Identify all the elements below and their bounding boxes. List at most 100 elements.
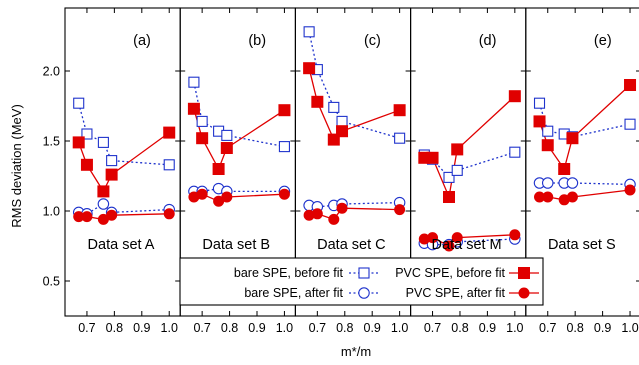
data-point-bare_after [566,177,579,189]
data-point-bare_before [278,141,290,153]
data-point-pvc_before [212,163,225,175]
data-point-pvc_before [72,136,85,149]
data-point-bare_after [97,198,110,210]
data-point-pvc_after [221,191,233,203]
data-point-bare_before [328,101,340,113]
panel-2: 0.7 0.8 0.9 1.0 (b) Data set B [179,7,296,335]
data-point-pvc_before [80,158,93,171]
panel-caption: Data set S [548,237,616,253]
x-tick-label: 1.0 [621,321,638,335]
data-point-pvc_after [542,191,554,203]
data-point-pvc_after [311,208,323,220]
x-tick-label: 0.9 [479,321,496,335]
data-point-pvc_after [196,188,208,200]
y-tick-label: 2.0 [43,65,60,79]
panel-caption: Data set B [202,237,270,253]
data-point-bare_before [394,132,406,144]
x-tick-label: 0.7 [78,321,95,335]
data-point-bare_before [221,129,233,141]
x-tick-label: 0.7 [309,321,326,335]
panel-tag: (d) [479,33,497,49]
x-tick-label: 1.0 [276,321,293,335]
panel-tag: (c) [364,33,381,49]
data-point-pvc_after [443,240,455,252]
legend-label: bare SPE, before fit [234,266,344,280]
panel-tag: (e) [594,33,612,49]
series-line-pvc_before [424,95,516,200]
data-point-pvc_before [451,143,464,156]
data-point-pvc_after [278,188,290,200]
data-point-bare_before [81,128,93,140]
data-point-pvc_before [336,125,349,138]
data-point-pvc_after [106,209,118,221]
panel-tag: (b) [248,33,266,49]
x-tick-label: 1.0 [506,321,523,335]
x-tick-label: 0.8 [566,321,583,335]
legend-label: PVC SPE, after fit [406,286,506,300]
x-tick-label: 0.7 [424,321,441,335]
data-point-bare_before [624,118,636,130]
data-point-pvc_after [394,204,406,216]
data-point-pvc_after [328,213,340,225]
panel-frame [525,7,639,317]
y-axis-label: RMS deviation (MeV) [9,104,24,228]
data-point-pvc_before [393,104,406,117]
legend-marker [518,267,530,279]
x-axis-label: m*/m [341,344,371,359]
data-point-bare_before [163,159,175,171]
panels-layer: 0.7 0.8 0.9 1.00.51.01.52.0(a)Data set A0.7… [43,7,639,335]
x-tick-label: 1.0 [391,321,408,335]
data-point-bare_before [542,125,554,137]
panel-tag: (a) [133,33,151,49]
data-point-pvc_before [187,102,200,115]
data-point-pvc_after [336,202,348,214]
x-tick-label: 0.9 [248,321,265,335]
legend: bare SPE, before fit bare SPE, after fit P… [179,257,544,306]
data-point-pvc_after [427,232,439,244]
x-tick-label: 0.9 [133,321,150,335]
data-point-pvc_after [163,208,175,220]
legend-marker [518,287,530,299]
y-tick-label: 0.5 [43,275,60,289]
x-tick-label: 0.8 [221,321,238,335]
data-point-bare_before [188,76,200,88]
y-tick-label: 1.0 [43,205,60,219]
data-point-bare_before [451,164,463,176]
panel-caption: Data set A [88,237,155,253]
x-tick-label: 0.9 [364,321,381,335]
data-point-bare_before [73,97,85,109]
data-point-pvc_before [558,163,571,175]
data-point-pvc_before [327,133,340,146]
panel-1: 0.7 0.8 0.9 1.0 0.5 1.0 1.5 2.0 (a) Data set A [43,7,181,335]
x-tick-label: 0.9 [594,321,611,335]
data-point-bare_before [106,155,118,167]
legend-label: bare SPE, after fit [244,286,343,300]
series-line-bare_before [308,31,400,139]
data-point-bare_before [97,136,109,148]
panel-3: 0.7 0.8 0.9 1.0 (c) Data set C [294,7,412,335]
panel-caption: Data set M [432,237,502,253]
data-point-bare_before [443,171,455,183]
data-point-pvc_after [509,229,521,241]
data-point-pvc_before [541,139,554,152]
data-point-pvc_before [443,191,455,203]
x-tick-label: 0.7 [193,321,210,335]
data-point-pvc_before [220,142,233,154]
x-tick-label: 0.8 [106,321,123,335]
data-point-bare_before [303,26,315,38]
panel-caption: Data set C [317,237,386,253]
data-point-pvc_before [311,95,324,108]
x-tick-label: 1.0 [161,321,178,335]
panel-5: 0.7 0.8 0.9 1.0 (e) Data set S [525,7,639,335]
x-tick-label: 0.8 [336,321,353,335]
legend-marker [358,287,370,299]
data-point-pvc_after [81,211,93,223]
data-point-bare_after [541,177,554,189]
x-tick-label: 0.7 [539,321,556,335]
data-point-pvc_before [624,79,637,91]
data-point-pvc_before [533,115,546,128]
data-point-pvc_before [508,90,521,103]
data-point-bare_before [533,97,546,109]
